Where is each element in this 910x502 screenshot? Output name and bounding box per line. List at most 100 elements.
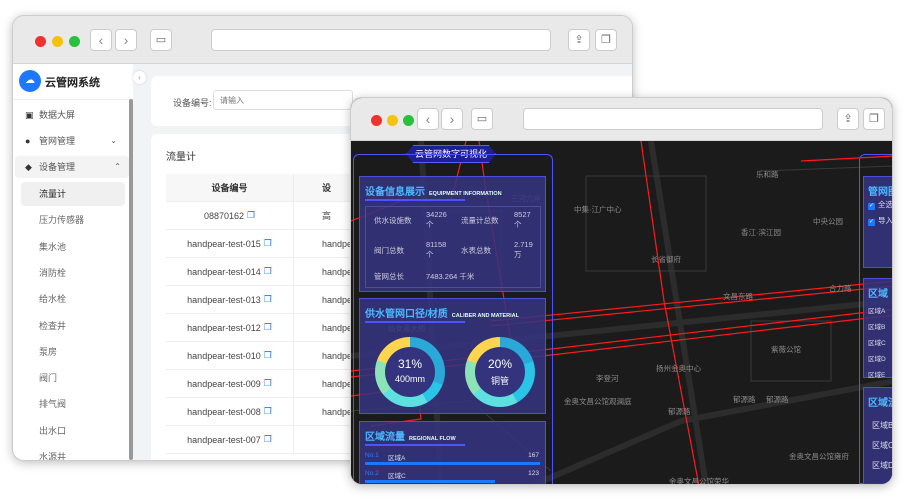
sidebar-toggle-icon[interactable]: ▭: [150, 29, 172, 51]
map-label: 合力路: [829, 284, 852, 293]
back-button[interactable]: ‹: [417, 108, 439, 130]
map-label: 郁源路: [766, 395, 789, 404]
column-header[interactable]: 设: [322, 183, 332, 193]
table-row[interactable]: handpear-test-008 ❐ handpe: [166, 398, 366, 426]
copy-icon[interactable]: ❐: [263, 434, 272, 444]
chevron-up-icon: ⌃: [114, 162, 121, 171]
maximize-button[interactable]: [69, 36, 80, 47]
close-button[interactable]: [35, 36, 46, 47]
table-row[interactable]: handpear-test-007 ❐: [166, 426, 366, 454]
copy-icon[interactable]: ❐: [263, 294, 272, 304]
device-id-cell: handpear-test-008 ❐: [166, 398, 294, 425]
device-id-cell: handpear-test-010 ❐: [166, 342, 294, 369]
submenu-item[interactable]: 集水池: [39, 241, 67, 252]
region-flow-panel-right: 区域流 区域B 区域C 区域D: [863, 387, 892, 484]
pipe-network-map[interactable]: 中集·江广中心 乐和路 中央公园 香江·滨江园 长省御府 文昌东路 合力路 紫薇公馆 扬州金奥中…: [351, 141, 892, 484]
copy-icon[interactable]: ❐: [263, 378, 272, 388]
device-id-input[interactable]: [213, 90, 353, 110]
region-legend-item[interactable]: 区域E: [868, 372, 886, 379]
submenu-item[interactable]: 水源井: [39, 452, 67, 461]
table-row[interactable]: handpear-test-014 ❐ handpe: [166, 258, 366, 286]
panel-subtitle: EQUIPMENT INFORMATION: [429, 191, 502, 197]
close-button[interactable]: [371, 115, 382, 126]
table-row[interactable]: handpear-test-012 ❐ handpe: [166, 314, 366, 342]
tabs-icon[interactable]: ❐: [595, 29, 617, 51]
device-name-cell: handpe: [322, 238, 353, 249]
chevron-down-icon: ⌄: [110, 136, 117, 145]
submenu-item[interactable]: 压力传感器: [39, 215, 85, 226]
column-header[interactable]: 设备编号: [166, 174, 294, 201]
submenu-item[interactable]: 流量计: [21, 182, 125, 206]
share-icon[interactable]: ⇪: [837, 108, 859, 130]
panel-title: 区域流量: [365, 432, 405, 443]
region-legend-item[interactable]: 区域A: [868, 308, 886, 315]
copy-icon[interactable]: ❐: [246, 210, 256, 220]
map-label: 乐和路: [756, 170, 779, 179]
forward-button[interactable]: ›: [115, 29, 137, 51]
checkbox-checked-icon: ✓: [868, 203, 875, 210]
dashboard-icon: ▣: [25, 110, 34, 120]
flow-value: 123: [528, 470, 539, 477]
submenu-item[interactable]: 泵房: [39, 346, 58, 357]
copy-icon[interactable]: ❐: [263, 266, 272, 276]
address-bar[interactable]: [211, 29, 551, 51]
submenu-item[interactable]: 阀门: [39, 373, 58, 384]
copy-icon[interactable]: ❐: [263, 238, 272, 248]
back-button[interactable]: ‹: [90, 29, 112, 51]
sidebar-toggle-icon[interactable]: ▭: [471, 108, 493, 130]
table-row[interactable]: 08870162 ❐ 高: [166, 202, 366, 230]
menu-item-device-management[interactable]: ◆ 设备管理 ⌃: [15, 156, 129, 178]
region-legend-item[interactable]: 区域B: [868, 324, 886, 331]
device-name-cell: handpe: [322, 294, 353, 305]
import-checkbox[interactable]: ✓ 导入: [868, 215, 892, 226]
maximize-button[interactable]: [403, 115, 414, 126]
stat-label: 管网总长: [374, 272, 404, 281]
device-id-cell: 08870162 ❐: [166, 202, 294, 229]
menu-item-dashboard[interactable]: ▣ 数据大屏: [21, 104, 125, 126]
logo-icon: ☁: [19, 70, 41, 92]
table-row[interactable]: handpear-test-015 ❐ handpe: [166, 230, 366, 258]
copy-icon[interactable]: ❐: [263, 350, 272, 360]
submenu-item[interactable]: 出水口: [39, 425, 67, 436]
flow-bar: [365, 480, 495, 483]
stat-value: 2.719 万: [514, 240, 533, 259]
minimize-button[interactable]: [387, 115, 398, 126]
region-legend-item[interactable]: 区域C: [868, 340, 886, 347]
submenu-item[interactable]: 检查井: [39, 320, 67, 331]
share-icon[interactable]: ⇪: [568, 29, 590, 51]
donut-percent: 20%: [487, 357, 513, 371]
submenu-item[interactable]: 消防栓: [39, 267, 67, 278]
pipe-map-panel: 管网图 ✓全选 ✓导入: [863, 176, 892, 268]
map-label: 扬州金奥中心: [656, 364, 701, 373]
copy-icon[interactable]: ❐: [263, 322, 272, 332]
submenu-item[interactable]: 给水栓: [39, 294, 67, 305]
collapse-sidebar-button[interactable]: ‹: [133, 71, 146, 84]
divider: [13, 99, 133, 100]
map-label: 金奥文昌公馆观澜庭: [564, 397, 632, 406]
copy-icon[interactable]: ❐: [263, 406, 272, 416]
sidebar-scrollbar[interactable]: [129, 99, 133, 460]
tabs-icon[interactable]: ❐: [863, 108, 885, 130]
stat-value: 81158 个: [426, 240, 447, 259]
table-row[interactable]: handpear-test-010 ❐ handpe: [166, 342, 366, 370]
stat-label: 阀门总数: [374, 246, 404, 255]
sidebar: ☁ 云管网系统 ‹ ▣ 数据大屏 ● 管网管理 ⌄ ◆ 设备管理 ⌃ 流量计 压力传感器 集水…: [13, 64, 146, 461]
device-id-cell: handpear-test-007 ❐: [166, 426, 294, 453]
region-legend-item[interactable]: 区域D: [868, 356, 886, 363]
region-pressure-panel: 区域 区域A区域B区域C区域D区域E0: [863, 278, 892, 379]
equipment-info-panel: 设备信息展示 EQUIPMENT INFORMATION 供水设施数 34226 …: [359, 176, 546, 292]
table-row[interactable]: handpear-test-013 ❐ handpe: [166, 286, 366, 314]
submenu-item[interactable]: 排气阀: [39, 399, 67, 410]
panel-subtitle: REGIONAL FLOW: [409, 436, 456, 442]
table-row[interactable]: handpear-test-009 ❐ handpe: [166, 370, 366, 398]
address-bar[interactable]: [523, 108, 823, 130]
panel-subtitle: CALIBER AND MATERIAL: [451, 313, 519, 319]
checkbox-label: 全选: [878, 200, 892, 209]
region-flow-item: 区域C: [872, 441, 892, 450]
minimize-button[interactable]: [52, 36, 63, 47]
select-all-checkbox[interactable]: ✓ 全选: [868, 199, 892, 210]
stat-label: 供水设施数: [374, 216, 412, 225]
rank: No.1: [365, 452, 379, 459]
menu-item-pipe-network[interactable]: ● 管网管理 ⌄: [21, 130, 125, 152]
forward-button[interactable]: ›: [441, 108, 463, 130]
